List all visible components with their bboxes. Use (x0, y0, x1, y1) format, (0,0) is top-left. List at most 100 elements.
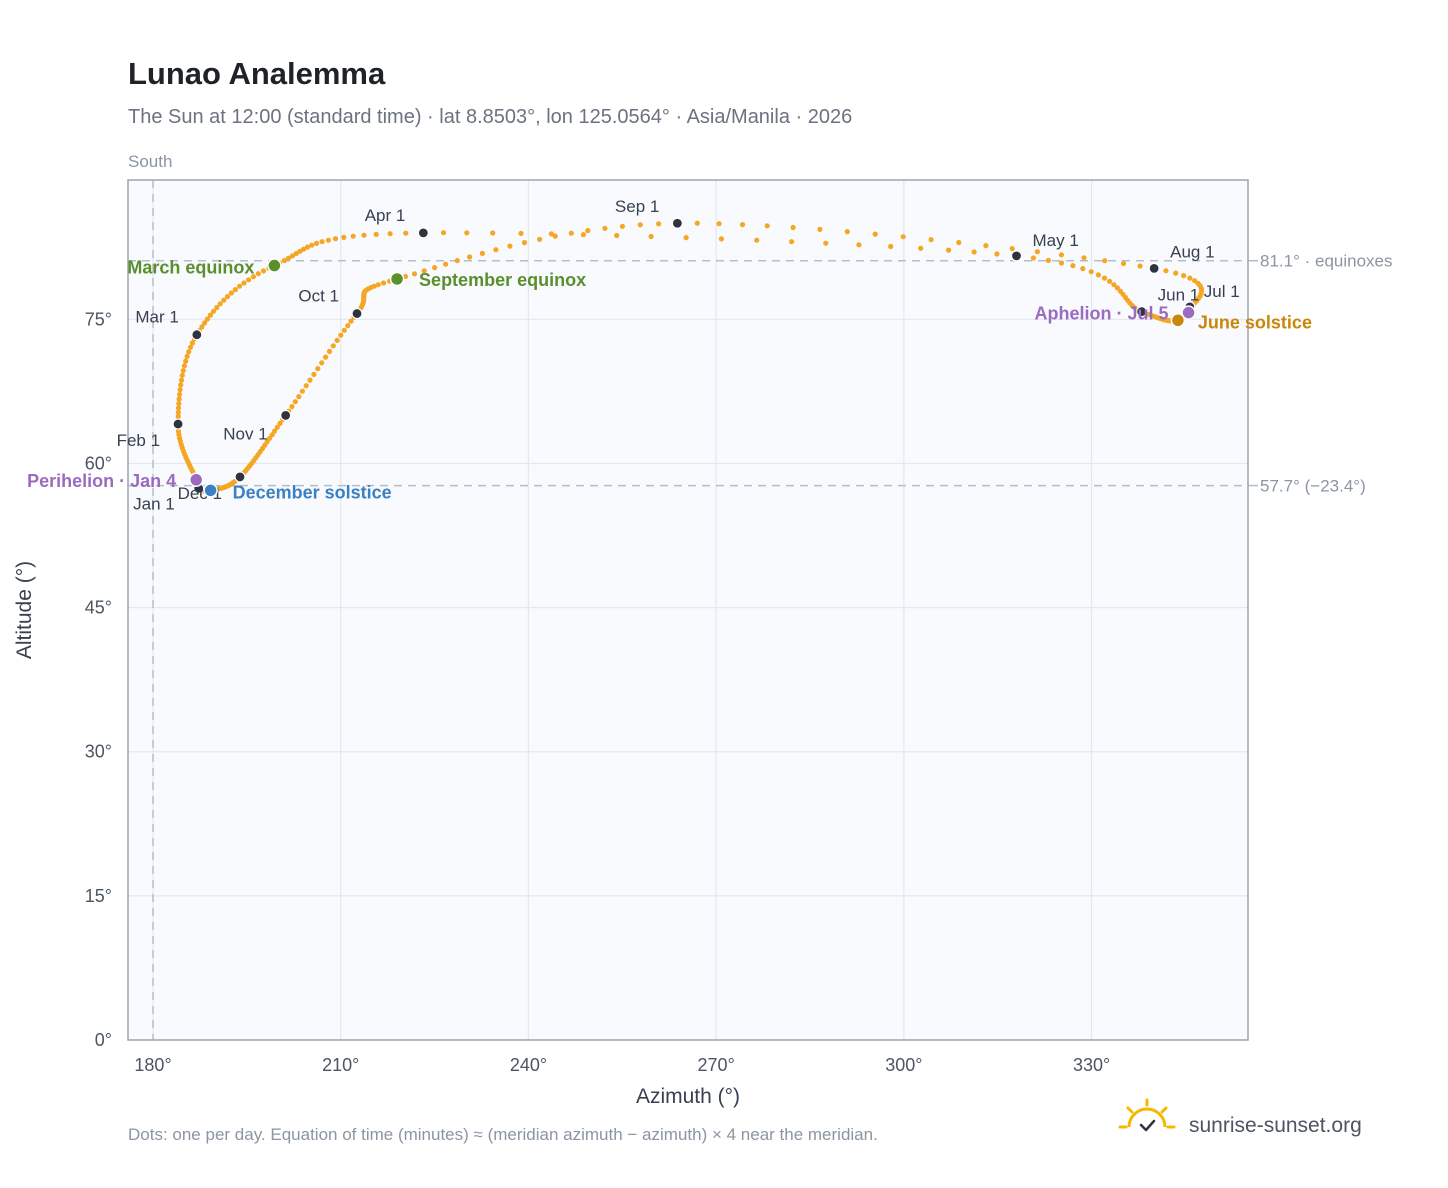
reference-lines: South 81.1° · equinoxes 57.7° (−23.4°) (128, 152, 1393, 1040)
day-dot (330, 343, 336, 349)
day-dot (585, 228, 591, 234)
day-dot (304, 244, 311, 250)
day-dot (375, 282, 381, 288)
y-tick-label: 0° (95, 1030, 112, 1050)
day-dot (1081, 255, 1087, 261)
grid (128, 180, 1248, 1041)
day-dot (183, 358, 189, 364)
day-dot (918, 245, 924, 251)
day-dot (281, 257, 287, 264)
day-dot (387, 231, 393, 237)
meridian-reference-label: South (128, 152, 172, 171)
day-dot (272, 428, 278, 434)
day-dot (1095, 272, 1101, 278)
brand-name: sunrise-sunset.org (1189, 1114, 1362, 1137)
month-marker-label: Jan 1 (133, 494, 175, 513)
month-marker-label: Oct 1 (298, 287, 339, 306)
day-dot (656, 221, 662, 227)
day-dot (479, 250, 485, 256)
day-dot (361, 232, 367, 238)
day-dot (323, 354, 329, 360)
month-marker-label: Jun 1 (1158, 286, 1200, 305)
day-dot (341, 327, 347, 333)
y-tick-label: 45° (85, 598, 112, 618)
day-dot (817, 226, 823, 232)
day-dot (548, 231, 555, 237)
day-dot (1114, 285, 1120, 291)
day-dot (176, 396, 182, 402)
day-dot (888, 243, 894, 250)
month-marker-dot (280, 409, 292, 422)
footnote: Dots: one per day. Equation of time (min… (128, 1125, 878, 1144)
sun-logo-icon (1118, 1098, 1176, 1132)
day-dot (507, 243, 513, 249)
x-axis-title: Azimuth (°) (636, 1085, 740, 1108)
day-dot (683, 235, 689, 241)
day-dot (289, 253, 296, 259)
day-dot (900, 234, 906, 240)
day-dot (221, 297, 227, 303)
day-dot (789, 239, 795, 245)
x-tick-label: 180° (134, 1055, 171, 1075)
day-dot (856, 242, 862, 248)
day-dot (341, 234, 347, 240)
day-dot (334, 337, 340, 343)
day-dot (237, 283, 243, 289)
day-dot (467, 254, 473, 260)
day-dot (1030, 255, 1036, 261)
day-dot (764, 223, 770, 229)
day-dot (518, 230, 524, 236)
month-marker-dot (1010, 250, 1023, 262)
day-dot (319, 360, 325, 366)
month-markers: Jan 1 Feb 1 Mar 1 Apr 1 May 1 Jun 1 Jul 1 Aug 1… (117, 197, 1240, 513)
month-marker-label: Aug 1 (1170, 242, 1214, 261)
day-dot (255, 271, 261, 277)
day-dot (350, 233, 356, 239)
day-dot (648, 233, 654, 240)
day-dot (454, 258, 460, 264)
chart-subtitle: The Sun at 12:00 (standard time) · lat 8… (128, 106, 852, 128)
day-dot (314, 240, 320, 246)
day-dot (311, 371, 317, 377)
month-marker-label: Jul 1 (1204, 282, 1240, 301)
day-dot (1192, 278, 1198, 284)
month-marker-dot (671, 217, 683, 229)
day-dot (309, 242, 315, 248)
day-dot (228, 290, 234, 296)
day-dot (260, 268, 267, 274)
event-marker-label: September equinox (419, 270, 586, 290)
day-dot (319, 239, 325, 245)
y-tick-label: 75° (85, 309, 112, 329)
day-dot (179, 372, 185, 378)
month-marker-dot (351, 307, 363, 320)
day-dot (493, 247, 499, 253)
day-dot (315, 366, 321, 372)
month-marker-label: Nov 1 (223, 424, 267, 443)
day-dot (1058, 252, 1064, 258)
day-dot (983, 243, 989, 249)
day-dot (299, 388, 305, 394)
month-marker-label: Feb 1 (117, 431, 160, 450)
day-dot (289, 404, 295, 410)
event-marker-dot (203, 483, 218, 498)
day-dot (178, 377, 185, 383)
day-dot (440, 230, 447, 236)
day-dot (214, 304, 220, 311)
month-marker-label: May 1 (1032, 231, 1078, 250)
month-marker-label: Sep 1 (615, 197, 659, 216)
day-dot (637, 222, 643, 228)
day-dot (1070, 263, 1076, 269)
day-dot (552, 233, 558, 239)
day-dot (277, 420, 283, 426)
day-dot (1101, 275, 1108, 281)
day-dot (718, 236, 725, 242)
plot-frame (127, 179, 1249, 1041)
day-dot (619, 223, 626, 229)
day-dot (754, 237, 760, 243)
day-dot (872, 231, 878, 237)
month-marker-label: Apr 1 (365, 206, 406, 225)
day-dot (348, 318, 354, 324)
month-marker-dot (417, 227, 429, 239)
day-dot (844, 229, 850, 235)
y-axis-ticks: 0° 15° 30° 45° 60° 75° (85, 309, 112, 1050)
